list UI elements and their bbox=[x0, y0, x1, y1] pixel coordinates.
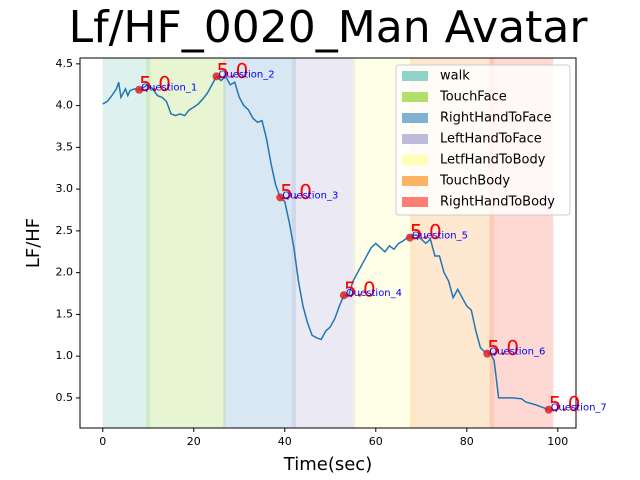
question-point bbox=[544, 405, 553, 414]
score-label: 5.0 bbox=[410, 220, 442, 244]
y-tick-label: 1.5 bbox=[56, 307, 74, 320]
y-axis-label: LF/HF bbox=[23, 218, 44, 268]
y-tick-label: 4.0 bbox=[56, 99, 74, 112]
span bbox=[145, 58, 226, 428]
legend-swatch bbox=[402, 113, 428, 123]
legend-label: walk bbox=[440, 69, 470, 84]
legend-label: TouchBody bbox=[439, 174, 510, 189]
span bbox=[102, 58, 151, 428]
score-label: 5.0 bbox=[344, 278, 376, 302]
legend-swatch bbox=[402, 197, 428, 207]
y-tick-label: 2.5 bbox=[56, 224, 74, 237]
legend-label: RightHandToFace bbox=[440, 111, 552, 126]
legend-label: LeftHandToFace bbox=[440, 132, 542, 147]
legend-swatch bbox=[402, 92, 428, 102]
question-point bbox=[483, 349, 492, 358]
legend-swatch bbox=[402, 134, 428, 144]
legend: walk TouchFace RightHandToFace LeftHandToFa… bbox=[395, 64, 571, 216]
question-point bbox=[212, 72, 221, 81]
legend-swatch bbox=[402, 155, 428, 165]
legend-swatch bbox=[402, 176, 428, 186]
question-label: Question_3 bbox=[282, 190, 338, 201]
question-label: Question_6 bbox=[489, 347, 545, 358]
y-tick-label: 2.0 bbox=[56, 266, 74, 279]
y-tick-label: 3.5 bbox=[56, 140, 74, 153]
question-point bbox=[405, 233, 414, 242]
x-tick-label: 0 bbox=[99, 435, 106, 448]
score-label: 5.0 bbox=[139, 72, 171, 96]
legend-label: LetfHandToBody bbox=[440, 153, 546, 168]
y-tick-label: 4.5 bbox=[56, 57, 74, 70]
legend-box bbox=[395, 64, 571, 216]
x-tick-label: 20 bbox=[187, 435, 201, 448]
legend-label: TouchFace bbox=[439, 90, 507, 105]
x-tick-label: 60 bbox=[369, 435, 383, 448]
span bbox=[223, 58, 297, 428]
x-tick-label: 100 bbox=[547, 435, 568, 448]
score-label: 5.0 bbox=[549, 392, 581, 416]
question-point bbox=[135, 85, 144, 94]
question-label: Question_4 bbox=[346, 288, 402, 299]
score-label: 5.0 bbox=[487, 336, 519, 360]
score-label: 5.0 bbox=[280, 180, 312, 204]
score-label: 5.0 bbox=[217, 59, 249, 83]
y-tick-label: 1.0 bbox=[56, 349, 74, 362]
question-label: Question_7 bbox=[551, 403, 607, 414]
question-point bbox=[276, 193, 285, 202]
x-tick-label: 40 bbox=[278, 435, 292, 448]
question-label: Question_1 bbox=[141, 83, 197, 94]
question-label: Question_2 bbox=[219, 69, 275, 80]
y-tick-label: 0.5 bbox=[56, 391, 74, 404]
legend-swatch bbox=[402, 71, 428, 81]
chart-title: Lf/HF_0020_Man Avatar bbox=[69, 2, 589, 53]
plot-frame bbox=[79, 57, 577, 429]
line bbox=[102, 75, 549, 411]
legend-label: RightHandToBody bbox=[440, 195, 555, 210]
span bbox=[291, 58, 356, 428]
question-label: Question_5 bbox=[412, 231, 468, 242]
x-tick-label: 80 bbox=[460, 435, 474, 448]
question-point bbox=[339, 291, 348, 300]
y-tick-label: 3.0 bbox=[56, 182, 74, 195]
x-axis-label: Time(sec) bbox=[283, 454, 372, 475]
